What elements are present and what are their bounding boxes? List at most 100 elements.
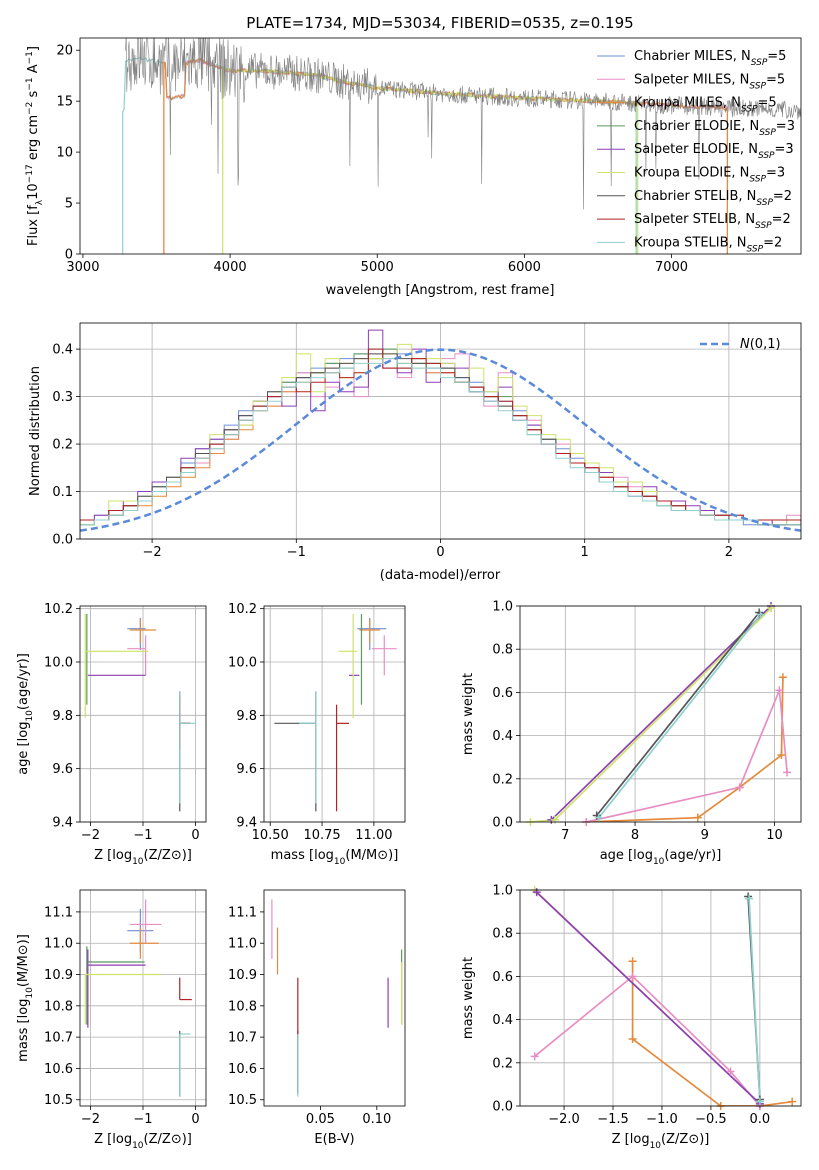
y-tick-label: 0.0: [52, 533, 73, 548]
plot-area: [534, 890, 793, 1106]
label-part: ⊙)]: [171, 1132, 192, 1147]
label-part: (0,1): [750, 337, 781, 352]
label-part: Flux [f: [26, 205, 41, 246]
axes-frame: [519, 889, 802, 1107]
label-part: M: [16, 971, 31, 982]
weight-line: [550, 606, 772, 821]
x-tick-label: −1: [133, 1112, 152, 1127]
axes-frame: [79, 889, 207, 1107]
label-part: log: [16, 999, 31, 1019]
label-part: Z: [149, 1132, 158, 1147]
plot-area: [84, 899, 192, 1097]
x-tick-label: −1.5: [597, 1112, 629, 1127]
x-axis-label: wavelength [Angstrom, rest frame]: [326, 283, 555, 298]
y-tick-label: 11.0: [228, 937, 257, 952]
x-tick-label: 1: [581, 545, 589, 560]
x-tick-label: 9: [701, 828, 709, 843]
label-part: mass: [16, 1027, 31, 1061]
label-part: M: [350, 848, 361, 863]
y-tick-label: 0.0: [492, 816, 513, 831]
label-part: Chabrier STELIB, N: [634, 189, 756, 204]
x-tick-label: 0.0: [750, 1112, 771, 1127]
weight-line: [536, 891, 761, 1105]
x-tick-label: 3000: [66, 260, 99, 275]
x-tick-label: 0: [191, 1112, 199, 1127]
y-tick-label: 0.6: [492, 686, 513, 701]
label-part: /: [675, 1132, 680, 1147]
y-tick-label: 0.4: [492, 729, 513, 744]
label-part: )]: [16, 653, 31, 663]
weight-marker: [777, 751, 786, 760]
y-tick-label: 11.1: [44, 905, 73, 920]
label-part: )]: [711, 848, 721, 863]
x-tick-label: 0.05: [306, 1112, 335, 1127]
weight-line: [748, 898, 761, 1102]
label-part: A: [26, 64, 41, 77]
y-tick-label: 0: [65, 248, 73, 263]
weight-marker: [756, 610, 765, 619]
label-part: Z: [162, 1132, 171, 1147]
legend-label: Kroupa ELODIE, NSSP=3: [634, 166, 785, 185]
label-part: =2: [772, 212, 791, 227]
label-part: SSP: [749, 81, 766, 91]
label-part: wavelength [Angstrom, rest frame]: [326, 283, 555, 298]
label-part: ): [349, 1132, 354, 1147]
weight-marker: [530, 1052, 539, 1061]
plot-area: [80, 329, 801, 539]
label-part: Z: [612, 1132, 621, 1147]
x-tick-label: 0.10: [362, 1112, 391, 1127]
label-part: =2: [773, 189, 792, 204]
x-tick-label: 6000: [508, 260, 541, 275]
y-tick-label: 9.8: [52, 709, 73, 724]
label-part: (: [345, 848, 350, 863]
x-tick-label: 11.00: [355, 828, 392, 843]
label-part: Z: [679, 1132, 688, 1147]
y-axis-label: mass [log10(M/M⊙)]: [16, 934, 35, 1062]
label-part: Z: [162, 848, 171, 863]
y-tick-label: 10.6: [228, 1062, 257, 1077]
label-part: Z: [666, 1132, 675, 1147]
label-part: log: [314, 848, 334, 863]
label-part: ⊙)]: [688, 1132, 709, 1147]
axes-frame: [79, 322, 802, 540]
weight-marker: [783, 768, 792, 777]
x-tick-label: 10.50: [252, 828, 289, 843]
x-tick-label: 2: [725, 545, 733, 560]
histogram-step: [80, 358, 801, 539]
label-part: SSP: [759, 128, 776, 138]
label-part: age: [600, 848, 624, 863]
y-tick-label: 15: [56, 95, 73, 110]
weight-line: [598, 614, 762, 819]
label-part: SSP: [751, 58, 768, 68]
label-part: 10: [132, 1141, 144, 1151]
x-tick-label: −2: [143, 545, 162, 560]
y-tick-label: 9.6: [236, 762, 257, 777]
weight-marker: [755, 1097, 764, 1106]
mass-vs-ebv-panel: 0.05 0.10 10.5 10.6 10.7 10.8 10.9 11.0 11.1 E(B-…: [228, 889, 406, 1147]
x-tick-label: 0: [191, 828, 199, 843]
y-tick-label: 0.2: [492, 772, 513, 787]
weight-vs-metallicity-panel: −2.0 −1.5 −1.0 −0.5 0.0 0.0 0.2 0.4 0.6 0.8 1.0 Z […: [461, 884, 802, 1151]
label-part: Salpeter ELODIE, N: [634, 142, 758, 157]
y-tick-label: 9.4: [52, 816, 73, 831]
label-part: log: [112, 848, 132, 863]
label-part: [: [16, 1018, 31, 1027]
weight-marker: [628, 972, 637, 981]
x-tick-label: 0: [436, 545, 444, 560]
label-part: [: [16, 741, 31, 750]
label-part: [: [103, 848, 112, 863]
y-tick-label: 10.0: [228, 656, 257, 671]
axes-frame: [79, 605, 207, 823]
label-part: SSP: [741, 105, 758, 115]
label-part: Z: [94, 848, 103, 863]
label-part: 10: [132, 857, 144, 867]
label-part: (: [664, 848, 669, 863]
label-part: =5: [766, 72, 785, 87]
legend-label: N(0,1): [740, 337, 781, 352]
x-tick-label: −2: [81, 1112, 100, 1127]
axes-frame: [263, 605, 406, 823]
label-part: SSP: [755, 221, 772, 231]
x-tick-label: −2.0: [548, 1112, 580, 1127]
y-tick-label: 11.1: [228, 905, 257, 920]
label-part: log: [630, 1132, 650, 1147]
